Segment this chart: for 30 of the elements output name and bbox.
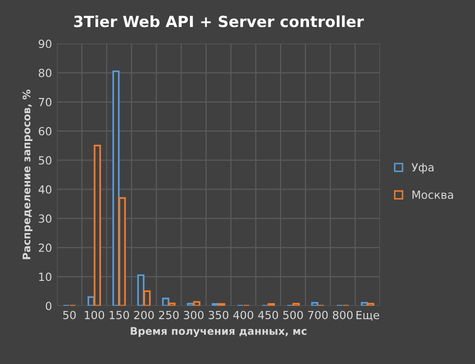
y-tick-label: 0 <box>46 302 52 310</box>
y-tick-label: 10 <box>39 272 52 282</box>
y-axis-title: Распределение запросов, % <box>22 90 32 260</box>
x-tick-label: Еще <box>356 310 380 321</box>
chart-title: 3Tier Web API + Server controller <box>74 15 364 28</box>
x-tick-label: 500 <box>283 310 303 320</box>
y-tick-label: 40 <box>38 185 52 194</box>
y-tick-label: 90 <box>38 40 52 48</box>
y-tick-label: 50 <box>38 156 52 165</box>
x-tick-label: 100 <box>84 310 104 320</box>
x-tick-label: 250 <box>159 310 179 320</box>
y-tick-label: 60 <box>38 127 52 136</box>
x-tick-label: 700 <box>308 310 328 320</box>
y-tick-label: 80 <box>38 68 52 78</box>
y-tick-label: 20 <box>38 243 52 252</box>
legend-label: Уфа <box>412 163 434 174</box>
bar <box>311 302 318 306</box>
x-tick-label: 450 <box>258 310 278 320</box>
x-tick-label: 150 <box>110 310 129 320</box>
x-tick-label: 800 <box>332 310 353 320</box>
x-tick-label: 350 <box>208 310 228 320</box>
x-tick-label: 400 <box>233 310 254 320</box>
bar <box>292 302 300 306</box>
y-tick-label: 70 <box>38 98 52 106</box>
x-axis-title: Время получения данных, мс <box>130 327 306 338</box>
y-tick-label: 30 <box>38 214 52 223</box>
x-tick-label: 50 <box>63 310 76 320</box>
x-tick-label: 200 <box>134 310 154 320</box>
x-tick-label: 300 <box>184 310 204 320</box>
legend-label: Москва <box>412 190 453 199</box>
